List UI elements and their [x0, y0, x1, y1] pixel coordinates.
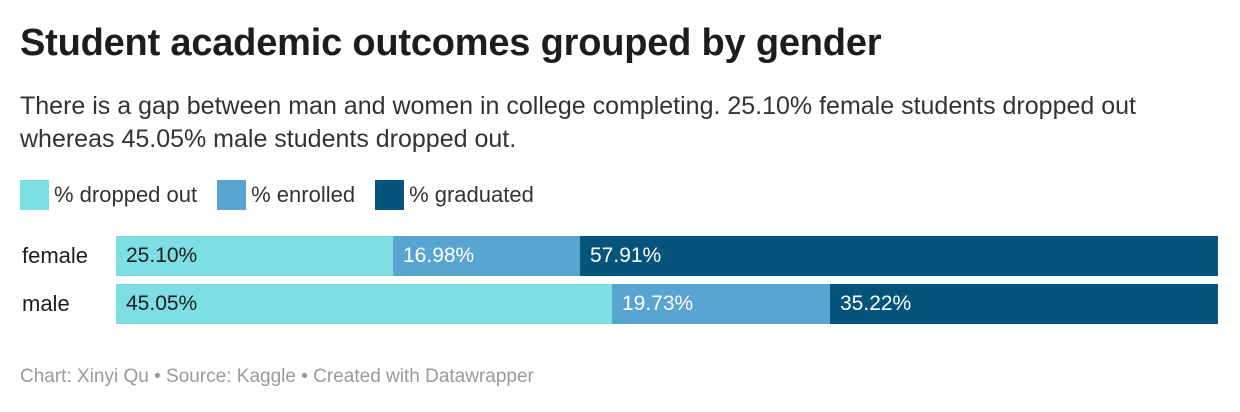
bar-segment: [580, 236, 1218, 276]
bar-value-label: 16.98%: [403, 244, 475, 267]
bar-value-label: 57.91%: [590, 244, 662, 267]
legend-swatch: [20, 180, 49, 210]
legend-label: % dropped out: [54, 182, 198, 207]
chart-footer-credit: Chart: Xinyi Qu • Source: Kaggle • Creat…: [20, 366, 534, 387]
legend-item-2: % graduated: [375, 180, 534, 210]
bar-segment: [393, 236, 580, 276]
legend-item-1: % enrolled: [217, 180, 355, 210]
legend-label: % enrolled: [251, 182, 356, 207]
bar-value-label: 35.22%: [840, 292, 912, 315]
legend-label: % graduated: [409, 182, 534, 207]
row-label-female: female: [22, 243, 89, 268]
bar-segment: [116, 284, 612, 324]
bar-segment: [612, 284, 830, 324]
bar-row-male: 45.05% 19.73% 35.22%: [116, 284, 1218, 324]
bar-value-label: 45.05%: [126, 292, 198, 315]
row-label-male: male: [22, 291, 70, 316]
bar-value-label: 19.73%: [622, 292, 694, 315]
bar-segment: [830, 284, 1218, 324]
chart-title: Student academic outcomes grouped by gen…: [20, 22, 882, 64]
chart-subtitle: There is a gap between man and women in …: [20, 92, 1136, 153]
legend-item-0: % dropped out: [20, 180, 197, 210]
legend-swatch: [375, 180, 405, 210]
bar-segment: [116, 236, 393, 276]
legend-swatch: [217, 180, 247, 210]
bar-value-label: 25.10%: [126, 244, 198, 267]
bar-row-female: 25.10% 16.98% 57.91%: [116, 236, 1218, 276]
chart-legend: % dropped out % enrolled % graduated: [20, 180, 554, 210]
